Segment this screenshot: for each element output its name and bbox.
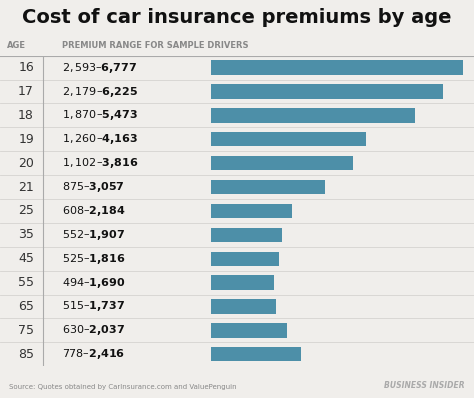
Bar: [211, 299, 275, 314]
Text: AGE: AGE: [7, 41, 26, 50]
Bar: [211, 347, 301, 361]
Bar: [211, 84, 443, 99]
Text: $2,179–$6,225: $2,179–$6,225: [62, 84, 137, 99]
Text: 21: 21: [18, 181, 34, 193]
Bar: [211, 156, 353, 170]
Text: BUSINESS INSIDER: BUSINESS INSIDER: [384, 381, 465, 390]
Bar: [211, 132, 366, 146]
Text: 19: 19: [18, 133, 34, 146]
Text: $608–$2,184: $608–$2,184: [62, 204, 125, 218]
Bar: [211, 60, 463, 75]
Text: $1,102–$3,816: $1,102–$3,816: [62, 156, 138, 170]
Text: 35: 35: [18, 228, 34, 241]
Bar: [211, 252, 279, 266]
Text: $1,870–$5,473: $1,870–$5,473: [62, 108, 137, 123]
Text: Cost of car insurance premiums by age: Cost of car insurance premiums by age: [22, 8, 452, 27]
Bar: [211, 180, 325, 194]
Bar: [211, 204, 292, 218]
Text: $630–$2,037: $630–$2,037: [62, 323, 125, 338]
Bar: [211, 108, 415, 123]
Text: $552–$1,907: $552–$1,907: [62, 228, 125, 242]
Text: $2,593–$6,777: $2,593–$6,777: [62, 60, 137, 75]
Text: $494–$1,690: $494–$1,690: [62, 275, 125, 290]
Text: 25: 25: [18, 205, 34, 217]
Text: 17: 17: [18, 85, 34, 98]
Text: $875–$3,057: $875–$3,057: [62, 180, 124, 194]
Text: 16: 16: [18, 61, 34, 74]
Bar: [211, 275, 274, 290]
Text: Source: Quotes obtained by CarInsurance.com and ValuePenguin: Source: Quotes obtained by CarInsurance.…: [9, 384, 237, 390]
Text: $525–$1,816: $525–$1,816: [62, 252, 125, 266]
Text: 65: 65: [18, 300, 34, 313]
Bar: [211, 228, 282, 242]
Text: 75: 75: [18, 324, 34, 337]
Text: PREMIUM RANGE FOR SAMPLE DRIVERS: PREMIUM RANGE FOR SAMPLE DRIVERS: [62, 41, 248, 50]
Text: 85: 85: [18, 348, 34, 361]
Text: 20: 20: [18, 157, 34, 170]
Text: $515–$1,737: $515–$1,737: [62, 299, 125, 314]
Text: 55: 55: [18, 276, 34, 289]
Text: 18: 18: [18, 109, 34, 122]
Text: $1,260–$4,163: $1,260–$4,163: [62, 132, 137, 146]
Text: 45: 45: [18, 252, 34, 265]
Text: $778–$2,416: $778–$2,416: [62, 347, 125, 361]
Bar: [211, 323, 287, 338]
